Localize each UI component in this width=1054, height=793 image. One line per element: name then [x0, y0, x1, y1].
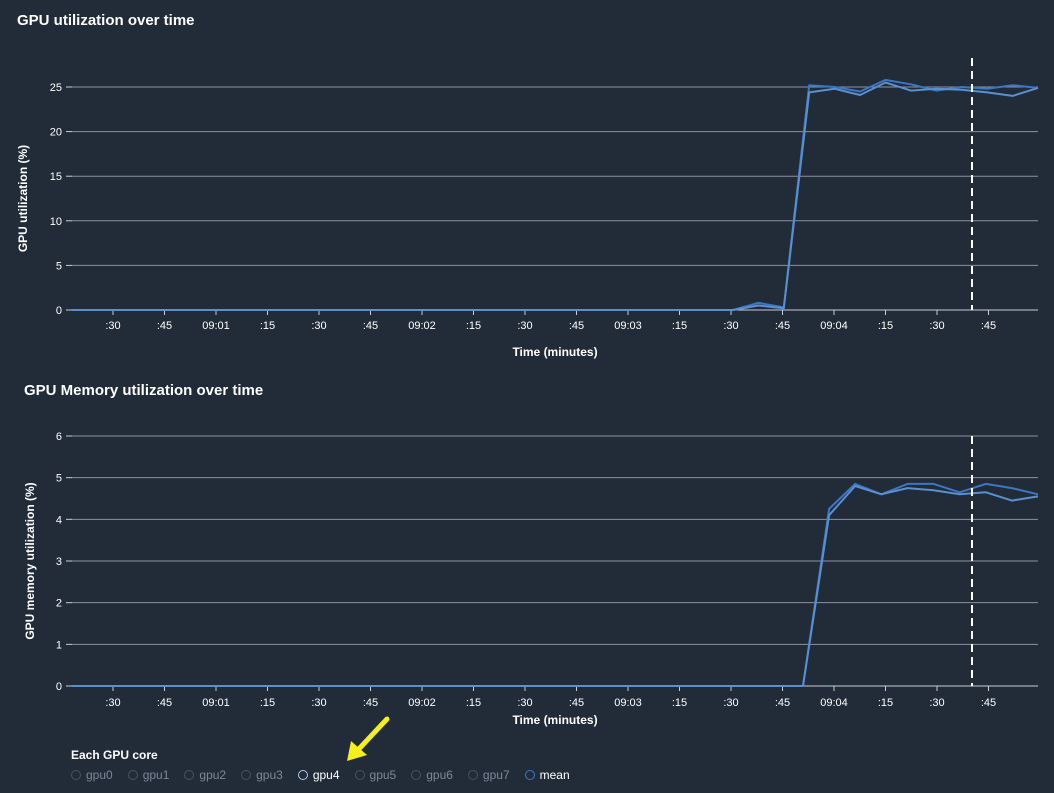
series-line-2: [72, 485, 1039, 687]
x-tick-label: :15: [672, 320, 687, 332]
legend-item-gpu1[interactable]: gpu1: [127, 768, 170, 782]
x-tick-label: :30: [105, 320, 120, 332]
y-tick-label: 25: [50, 82, 62, 94]
x-tick-label: :30: [929, 697, 944, 709]
chart-2: [66, 435, 1039, 691]
x-tick-label: :15: [878, 320, 893, 332]
x-tick-label: :30: [311, 320, 326, 332]
x-tick-label: :15: [466, 320, 481, 332]
x-tick-label: :45: [775, 320, 790, 332]
legend-item-gpu3[interactable]: gpu3: [241, 768, 283, 782]
y-tick-label: 2: [56, 598, 62, 610]
x-tick-label: 09:04: [820, 320, 848, 332]
legend-circle-icon: [411, 770, 422, 780]
x-tick-label: 09:03: [614, 697, 642, 709]
x-tick-label: 09:02: [408, 320, 436, 332]
x-tick-label: :45: [569, 320, 584, 332]
x-tick-label: :15: [466, 697, 481, 709]
legend-item-label: gpu7: [482, 768, 510, 782]
x-tick-label: :45: [157, 697, 172, 709]
x-tick-label: 09:02: [408, 697, 436, 709]
legend-item-label: gpu6: [426, 768, 453, 782]
y-axis-label: GPU memory utilization (%): [23, 482, 37, 639]
x-tick-label: 09:01: [202, 320, 230, 332]
chart-title: GPU utilization over time: [17, 12, 195, 29]
x-tick-label: :30: [723, 320, 738, 332]
y-tick-label: 10: [50, 216, 62, 228]
chart-1: [66, 58, 1039, 315]
y-tick-label: 1: [56, 639, 62, 651]
x-tick-label: :30: [517, 697, 532, 709]
legend-item-label: gpu0: [86, 768, 113, 782]
legend-circle-icon: [184, 770, 195, 780]
x-tick-label: :15: [672, 697, 687, 709]
legend-circle-icon: [241, 770, 252, 780]
series-line-1: [72, 78, 1039, 311]
legend-item-gpu6[interactable]: gpu6: [411, 768, 453, 782]
legend-item-label: gpu2: [199, 768, 227, 782]
legend-circle-icon: [127, 770, 138, 780]
yellow-arrow-icon: [347, 716, 390, 761]
y-tick-label: 4: [56, 514, 62, 526]
x-tick-label: :45: [981, 320, 996, 332]
x-tick-label: :45: [569, 697, 584, 709]
x-tick-label: :45: [363, 320, 378, 332]
series-line-2: [72, 81, 1039, 311]
x-axis-label: Time (minutes): [512, 713, 597, 727]
legend-item-label: gpu1: [142, 768, 170, 782]
y-tick-label: 20: [50, 127, 62, 139]
x-tick-label: :30: [517, 320, 532, 332]
y-tick-label: 5: [56, 260, 62, 272]
x-tick-label: :45: [363, 697, 378, 709]
x-tick-label: :15: [260, 697, 275, 709]
legend-item-gpu0[interactable]: gpu0: [71, 768, 113, 782]
x-tick-label: :45: [775, 697, 790, 709]
legend-item-gpu5[interactable]: gpu5: [354, 768, 397, 782]
y-tick-label: 3: [56, 556, 62, 568]
x-tick-label: :30: [723, 697, 738, 709]
legend-circle-icon: [524, 770, 535, 780]
x-tick-label: 09:04: [820, 697, 848, 709]
legend-item-label: gpu5: [369, 768, 397, 782]
x-tick-label: 09:03: [614, 320, 642, 332]
x-tick-label: :15: [260, 320, 275, 332]
legend-circle-icon: [354, 770, 365, 780]
y-tick-label: 15: [50, 171, 62, 183]
x-tick-label: :45: [157, 320, 172, 332]
legend-item-label: mean: [539, 768, 570, 782]
legend-circle-icon: [71, 770, 81, 780]
series-line-1: [72, 482, 1039, 687]
x-tick-label: :15: [878, 697, 893, 709]
gpu-legend: Each GPU core gpu0 gpu1 gpu2 gpu3 gpu4 gpu5 gp…: [71, 748, 585, 782]
legend-item-gpu7[interactable]: gpu7: [467, 768, 510, 782]
x-tick-label: :45: [981, 697, 996, 709]
legend-circle-icon: [297, 770, 308, 780]
legend-item-mean[interactable]: mean: [524, 768, 570, 782]
x-tick-label: 09:01: [202, 697, 230, 709]
y-axis-label: GPU utilization (%): [16, 145, 30, 252]
legend-item-gpu2[interactable]: gpu2: [184, 768, 226, 782]
y-tick-label: 5: [56, 473, 62, 485]
legend-circle-icon: [467, 770, 478, 780]
y-tick-label: 6: [56, 431, 62, 443]
legend-item-label: gpu4: [312, 768, 340, 782]
legend-item-label: gpu3: [256, 768, 283, 782]
x-tick-label: :30: [311, 697, 326, 709]
y-tick-label: 0: [56, 305, 62, 317]
legend-item-gpu4[interactable]: gpu4: [297, 768, 340, 782]
legend-items: gpu0 gpu1 gpu2 gpu3 gpu4 gpu5 gpu6 gpu7 mean: [71, 768, 585, 782]
chart-title: GPU Memory utilization over time: [24, 382, 263, 399]
legend-title: Each GPU core: [71, 748, 158, 762]
y-tick-label: 0: [56, 681, 62, 693]
x-axis-label: Time (minutes): [512, 345, 597, 359]
x-tick-label: :30: [105, 697, 120, 709]
x-tick-label: :30: [929, 320, 944, 332]
